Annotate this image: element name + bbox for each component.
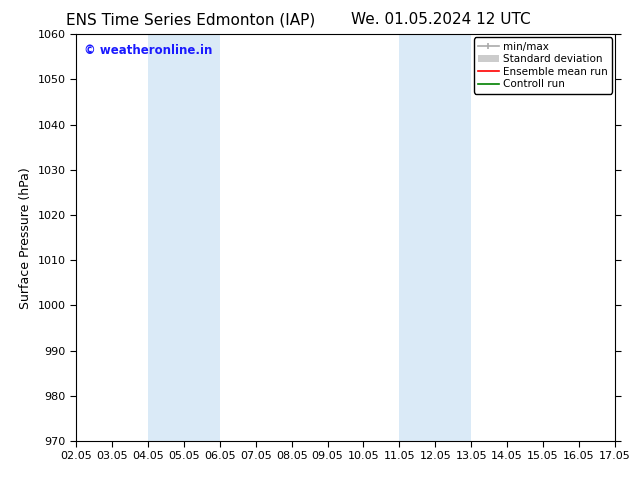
Text: We. 01.05.2024 12 UTC: We. 01.05.2024 12 UTC [351,12,531,27]
Bar [148,34,220,441]
Legend: min/max, Standard deviation, Ensemble mean run, Controll run: min/max, Standard deviation, Ensemble me… [474,37,612,94]
Bar [399,34,471,441]
Text: ENS Time Series Edmonton (IAP): ENS Time Series Edmonton (IAP) [65,12,315,27]
Text: © weatheronline.in: © weatheronline.in [84,45,212,57]
Y-axis label: Surface Pressure (hPa): Surface Pressure (hPa) [19,167,32,309]
